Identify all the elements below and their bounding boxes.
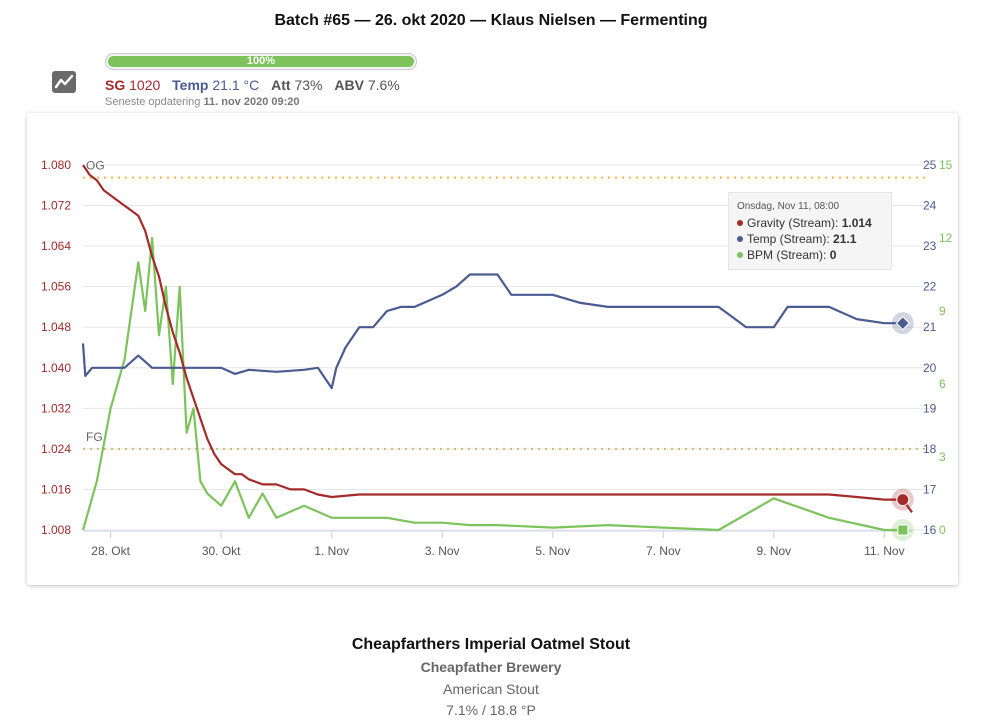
stat-abv: ABV 7.6% bbox=[334, 77, 400, 93]
series-line-temp bbox=[81, 273, 903, 390]
y-tick-label-bpm: 12 bbox=[939, 231, 953, 245]
plot-line-label-og: OG bbox=[86, 159, 105, 173]
y-tick-label-gravity: 1.040 bbox=[41, 361, 71, 375]
series-line-gravity bbox=[82, 164, 913, 513]
tooltip-row-gravity: Gravity (Stream): 1.014 bbox=[737, 215, 883, 231]
tooltip-row-bpm: BPM (Stream): 0 bbox=[737, 247, 883, 263]
brewery-name: Cheapfather Brewery bbox=[420, 659, 562, 675]
y-tick-label-bpm: 0 bbox=[939, 523, 946, 537]
y-tick-label-gravity: 1.056 bbox=[41, 280, 71, 294]
y-tick-label-gravity: 1.016 bbox=[41, 482, 71, 496]
y-tick-label-gravity: 1.008 bbox=[41, 523, 71, 537]
y-tick-label-gravity: 1.032 bbox=[41, 401, 71, 415]
y-tick-label-temp: 24 bbox=[923, 199, 937, 213]
y-tick-label-bpm: 6 bbox=[939, 377, 946, 391]
y-tick-label-gravity: 1.080 bbox=[41, 158, 71, 172]
plot-line-label-fg: FG bbox=[86, 430, 103, 444]
x-tick-label: 28. Okt bbox=[91, 544, 130, 558]
chart-line-icon[interactable] bbox=[52, 71, 76, 93]
page-title: Batch #65 — 26. okt 2020 — Klaus Nielsen… bbox=[274, 12, 708, 29]
x-tick-label: 1. Nov bbox=[314, 544, 349, 558]
y-tick-label-bpm: 9 bbox=[939, 304, 946, 318]
y-tick-label-gravity: 1.072 bbox=[41, 199, 71, 213]
y-tick-label-bpm: 3 bbox=[939, 450, 946, 464]
y-tick-label-temp: 17 bbox=[923, 482, 937, 496]
y-tick-label-temp: 21 bbox=[923, 320, 937, 334]
x-tick-label: 3. Nov bbox=[425, 544, 460, 558]
y-tick-label-bpm: 15 bbox=[939, 158, 953, 172]
beer-stats: 7.1% / 18.8 °P bbox=[446, 702, 536, 718]
progress-bar: 100% bbox=[105, 53, 417, 70]
y-tick-label-gravity: 1.024 bbox=[41, 442, 71, 456]
y-tick-label-gravity: 1.048 bbox=[41, 320, 71, 334]
progress-label: 100% bbox=[246, 55, 276, 67]
x-tick-label: 30. Okt bbox=[202, 544, 241, 558]
stat-temp: Temp 21.1 °C bbox=[172, 77, 260, 93]
chart-tooltip: Onsdag, Nov 11, 08:00 Gravity (Stream): … bbox=[728, 192, 892, 270]
y-tick-label-temp: 22 bbox=[923, 280, 937, 294]
y-tick-label-temp: 18 bbox=[923, 442, 937, 456]
progress-fill bbox=[108, 56, 414, 67]
stat-sg: SG 1020 bbox=[105, 77, 161, 93]
series-line-bpm bbox=[81, 236, 903, 532]
stats-row: SG 1020 Temp 21.1 °C Att 73% ABV 7.6% bbox=[105, 77, 400, 93]
gravity-marker bbox=[896, 493, 910, 507]
x-tick-label: 5. Nov bbox=[535, 544, 570, 558]
y-tick-label-temp: 16 bbox=[923, 523, 937, 537]
x-tick-label: 9. Nov bbox=[756, 544, 791, 558]
y-tick-label-temp: 20 bbox=[923, 361, 937, 375]
last-updated: Seneste opdatering 11. nov 2020 09:20 bbox=[105, 96, 300, 108]
tooltip-row-temp: Temp (Stream): 21.1 bbox=[737, 231, 883, 247]
beer-style: American Stout bbox=[443, 681, 539, 697]
y-tick-label-temp: 25 bbox=[923, 158, 937, 172]
x-tick-label: 11. Nov bbox=[864, 544, 904, 558]
x-tick-label: 7. Nov bbox=[646, 544, 681, 558]
beer-name: Cheapfarthers Imperial Oatmel Stout bbox=[351, 636, 631, 653]
tooltip-header: Onsdag, Nov 11, 08:00 bbox=[737, 201, 840, 212]
stat-att: Att 73% bbox=[271, 77, 323, 93]
bpm-marker bbox=[897, 524, 909, 536]
y-tick-label-gravity: 1.064 bbox=[41, 239, 71, 253]
y-tick-label-temp: 23 bbox=[923, 239, 937, 253]
temp-marker bbox=[895, 316, 910, 331]
y-tick-label-temp: 19 bbox=[923, 401, 937, 415]
